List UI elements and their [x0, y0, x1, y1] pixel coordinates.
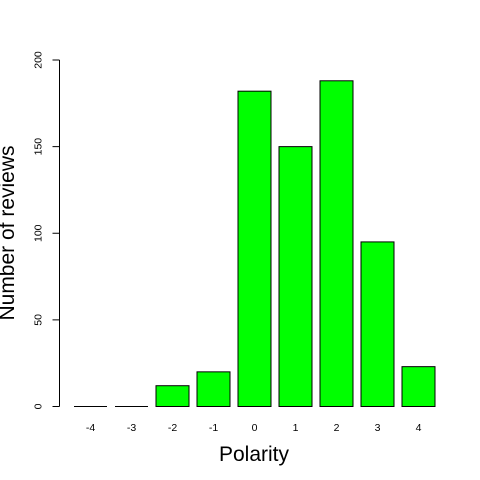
- x-tick-label: 4: [416, 422, 422, 434]
- x-tick-label: -2: [168, 422, 177, 434]
- x-axis-title: Polarity: [219, 443, 290, 466]
- bars: [74, 80, 436, 408]
- y-tick-label: 150: [33, 138, 45, 156]
- bar: [360, 241, 395, 407]
- bar: [155, 385, 190, 407]
- bar: [401, 366, 436, 407]
- y-tick-label: 100: [33, 224, 45, 242]
- x-tick-label: -1: [209, 422, 218, 434]
- bar: [196, 371, 231, 408]
- y-tick-label: 50: [33, 314, 45, 326]
- bar: [278, 146, 313, 407]
- y-axis-title: Number of reviews: [0, 145, 19, 320]
- x-tick-label: 3: [375, 422, 381, 434]
- bar: [237, 90, 272, 407]
- y-tick-label: 0: [33, 403, 45, 409]
- y-tick-label: 200: [33, 51, 45, 69]
- x-tick-label: 2: [334, 422, 340, 434]
- bar: [319, 80, 354, 407]
- x-tick-label: -4: [86, 422, 95, 434]
- x-tick-label: 1: [293, 422, 299, 434]
- x-tick-label: 0: [252, 422, 258, 434]
- x-tick-labels: -4 -3 -2 -1 0 1 2 3 4: [86, 422, 422, 434]
- y-axis: 0 50 100 150 200: [33, 51, 60, 409]
- x-tick-label: -3: [127, 422, 136, 434]
